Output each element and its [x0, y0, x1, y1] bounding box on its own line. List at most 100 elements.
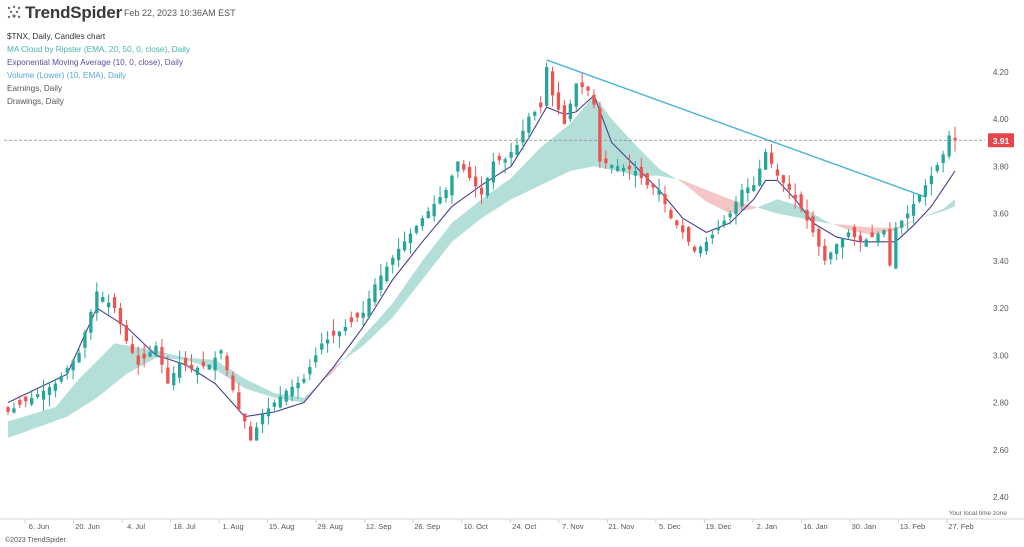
candle[interactable] [746, 178, 750, 202]
candle[interactable] [450, 174, 454, 205]
candle[interactable] [272, 399, 276, 412]
candle[interactable] [30, 389, 34, 407]
candle[interactable] [710, 229, 714, 245]
candle[interactable] [243, 413, 247, 429]
candle[interactable] [456, 161, 460, 178]
candle[interactable] [681, 219, 685, 239]
candle[interactable] [929, 166, 933, 196]
trendspider-logo[interactable]: TrendSpider [6, 3, 122, 23]
candle[interactable] [201, 351, 205, 369]
candle[interactable] [876, 231, 880, 247]
candle[interactable] [556, 81, 561, 115]
candle[interactable] [438, 186, 442, 205]
candle[interactable] [764, 148, 768, 170]
candle[interactable] [568, 99, 572, 123]
candle[interactable] [142, 343, 146, 368]
candle[interactable] [397, 238, 401, 268]
candle[interactable] [610, 164, 614, 174]
candle[interactable] [355, 312, 359, 322]
candle[interactable] [47, 381, 52, 407]
candle[interactable] [302, 373, 306, 384]
candle[interactable] [71, 358, 75, 380]
candle[interactable] [160, 338, 164, 374]
candle[interactable] [178, 350, 182, 384]
candle[interactable] [361, 301, 365, 326]
candle[interactable] [462, 160, 466, 173]
candle[interactable] [491, 152, 495, 190]
candle[interactable] [527, 112, 531, 140]
candle[interactable] [343, 319, 347, 336]
candle[interactable] [195, 366, 200, 384]
candle[interactable] [900, 220, 904, 235]
candle[interactable] [337, 330, 342, 348]
candle[interactable] [207, 364, 211, 371]
candle[interactable] [367, 290, 371, 319]
candle[interactable] [716, 219, 720, 235]
timezone-label[interactable]: Your local time zone [949, 510, 1008, 517]
candle[interactable] [533, 110, 537, 121]
candle[interactable] [805, 199, 809, 229]
candle[interactable] [444, 187, 448, 203]
legend-item-ema[interactable]: Exponential Moving Average (10, 0, close… [7, 58, 183, 67]
candle[interactable] [89, 309, 93, 340]
candle[interactable] [823, 238, 827, 265]
candle[interactable] [172, 366, 176, 391]
candle[interactable] [225, 352, 229, 376]
candle[interactable] [468, 161, 472, 181]
candle[interactable] [385, 262, 389, 284]
legend-title[interactable]: $TNX, Daily, Candles chart [7, 32, 106, 41]
candle[interactable] [811, 211, 815, 237]
candle[interactable] [758, 159, 762, 187]
candle[interactable] [349, 311, 353, 328]
candle[interactable] [278, 386, 282, 409]
candle[interactable] [296, 376, 300, 399]
candle[interactable] [521, 119, 525, 150]
candle[interactable] [77, 348, 81, 364]
candle[interactable] [669, 206, 673, 220]
candle[interactable] [36, 388, 40, 400]
candle[interactable] [18, 395, 22, 409]
candle[interactable] [752, 176, 756, 193]
candle[interactable] [953, 126, 957, 152]
candle[interactable] [864, 237, 868, 247]
candle[interactable] [923, 179, 928, 206]
candle[interactable] [870, 224, 874, 238]
candle[interactable] [829, 251, 833, 265]
candle[interactable] [616, 158, 620, 173]
candle[interactable] [6, 405, 10, 415]
candle[interactable] [734, 196, 738, 225]
candle[interactable] [817, 226, 821, 256]
candle[interactable] [550, 66, 555, 107]
candle[interactable] [284, 388, 288, 406]
legend-item-volume[interactable]: Volume (Lower) (10, EMA), Daily [7, 71, 127, 80]
candle[interactable] [793, 183, 797, 209]
candle[interactable] [604, 150, 608, 169]
candle[interactable] [112, 293, 117, 314]
candle[interactable] [663, 186, 667, 213]
candle[interactable] [651, 183, 655, 195]
candle[interactable] [420, 215, 424, 231]
candle[interactable] [402, 231, 407, 253]
candle[interactable] [621, 164, 626, 177]
legend-item-drawings[interactable]: Drawings, Daily [7, 97, 64, 106]
candle[interactable] [326, 331, 330, 353]
candle[interactable] [414, 224, 419, 235]
candle[interactable] [59, 372, 63, 384]
candle[interactable] [249, 421, 253, 442]
candle[interactable] [320, 332, 324, 355]
candle[interactable] [835, 243, 839, 261]
candle[interactable] [41, 379, 46, 412]
candle[interactable] [379, 264, 383, 297]
candle[interactable] [213, 351, 217, 381]
candle[interactable] [497, 152, 501, 165]
candle[interactable] [314, 347, 318, 368]
candle[interactable] [574, 82, 578, 111]
candle[interactable] [592, 89, 596, 109]
legend-item-ma-cloud[interactable]: MA Cloud by Ripster (EMA, 20, 50, 0, clo… [7, 45, 190, 54]
candle[interactable] [687, 226, 691, 247]
candle[interactable] [266, 397, 271, 425]
candle[interactable] [515, 138, 519, 157]
candle[interactable] [769, 144, 774, 168]
candle[interactable] [539, 96, 543, 114]
